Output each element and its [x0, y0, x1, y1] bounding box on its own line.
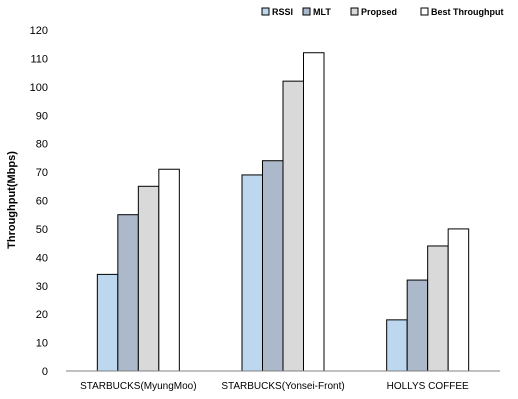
y-tick-label: 10 — [36, 338, 48, 350]
legend-label: MLT — [313, 7, 331, 17]
x-category-label: STARBUCKS(MyungMoo) — [80, 381, 197, 392]
bar-propsed — [137, 185, 160, 372]
legend: RSSI MLT Propsed Best Throughput — [261, 7, 504, 17]
legend-label: Best Throughput — [431, 7, 504, 17]
x-category-label: STARBUCKS(Yonsei-Front) — [221, 381, 344, 392]
legend-swatch — [261, 7, 270, 16]
bar-rssi — [386, 319, 408, 372]
x-category-label: HOLLYS COFFEE — [387, 381, 469, 392]
bars — [96, 52, 470, 372]
y-tick-label: 30 — [36, 281, 48, 293]
legend-label: RSSI — [272, 7, 293, 17]
y-tick-label: 40 — [36, 252, 48, 264]
x-axis-labels: STARBUCKS(MyungMoo) STARBUCKS(Yonsei-Fron… — [80, 381, 469, 392]
y-axis-title: Throughput(Mbps) — [6, 151, 18, 249]
bar-mlt — [406, 279, 429, 372]
y-tick-label: 110 — [30, 53, 48, 65]
bar-propsed — [427, 245, 449, 372]
bar-propsed — [282, 80, 304, 372]
y-tick-label: 60 — [36, 196, 48, 208]
legend-swatch — [302, 7, 311, 16]
bar-best-throughput — [447, 228, 470, 372]
legend-label: Propsed — [361, 7, 397, 17]
y-tick-label: 90 — [36, 110, 48, 122]
bar-best-throughput — [158, 168, 180, 372]
bar-rssi — [96, 273, 119, 372]
bar-mlt — [117, 214, 139, 372]
bar-mlt — [262, 160, 284, 372]
y-axis-ticks: 0 10 20 30 40 50 60 70 80 90 100 110 120 — [30, 25, 48, 378]
y-tick-label: 50 — [36, 224, 48, 236]
y-tick-label: 100 — [30, 82, 48, 94]
y-tick-label: 70 — [36, 167, 48, 179]
bar-rssi — [241, 174, 263, 372]
y-tick-label: 20 — [36, 309, 48, 321]
legend-swatch — [350, 7, 359, 16]
bar-best-throughput — [303, 52, 325, 372]
y-tick-label: 120 — [30, 25, 48, 37]
y-tick-label: 0 — [42, 366, 48, 378]
legend-swatch — [420, 7, 429, 16]
y-tick-label: 80 — [36, 139, 48, 151]
